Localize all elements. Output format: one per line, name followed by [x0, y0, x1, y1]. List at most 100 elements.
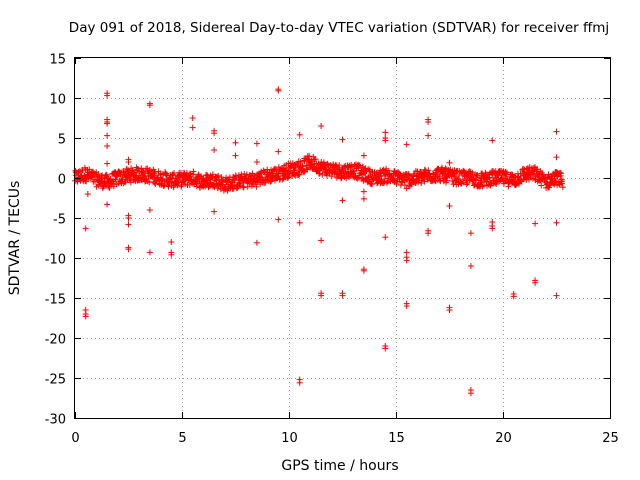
- data-point: [496, 178, 503, 185]
- data-point: [152, 180, 159, 187]
- y-tick-label: 10: [49, 93, 66, 108]
- outlier-point: [382, 137, 389, 144]
- x-tick-label: 5: [178, 431, 186, 446]
- outlier-point: [403, 257, 410, 264]
- data-point: [165, 179, 172, 186]
- outlier-point: [510, 293, 517, 300]
- outlier-point: [232, 139, 239, 146]
- outlier-point: [446, 307, 453, 313]
- outlier-point: [403, 141, 410, 148]
- data-point: [303, 166, 310, 173]
- outlier-point: [296, 379, 303, 386]
- data-point: [551, 177, 558, 184]
- outlier-point: [104, 201, 111, 208]
- data-point: [300, 169, 307, 176]
- outlier-point: [318, 237, 325, 244]
- data-point: [312, 156, 319, 163]
- outlier-point: [253, 140, 260, 147]
- plot-frame: [74, 57, 611, 419]
- x-tick-label: 10: [281, 431, 298, 446]
- outlier-point: [553, 128, 560, 135]
- outlier-point: [467, 390, 474, 397]
- outlier-point: [168, 251, 175, 258]
- data-point: [123, 165, 130, 172]
- outlier-point: [211, 147, 218, 153]
- data-point: [203, 177, 210, 184]
- data-point: [543, 174, 550, 181]
- y-tick-label: -20: [45, 333, 66, 348]
- outlier-point: [382, 345, 389, 352]
- outlier-point: [532, 279, 539, 286]
- data-point: [86, 166, 93, 173]
- data-point: [294, 160, 301, 167]
- data-point: [538, 182, 545, 189]
- data-point: [436, 177, 443, 184]
- data-point: [262, 177, 269, 184]
- outlier-point: [146, 207, 153, 213]
- y-tick-label: -30: [45, 413, 66, 428]
- data-point: [304, 166, 311, 173]
- outlier-point: [104, 143, 111, 149]
- data-point: [105, 183, 112, 190]
- x-tick-label: 15: [388, 431, 405, 446]
- data-point: [436, 173, 443, 180]
- data-point: [553, 178, 560, 185]
- data-point: [503, 169, 510, 176]
- outlier-point: [104, 120, 111, 127]
- outlier-point: [275, 148, 282, 155]
- outlier-point: [253, 159, 260, 165]
- outlier-point: [232, 152, 239, 159]
- data-point: [299, 163, 306, 170]
- outlier-point: [318, 123, 325, 129]
- data-point: [230, 185, 237, 192]
- outlier-point: [339, 292, 346, 299]
- data-point: [293, 162, 300, 169]
- outlier-point: [146, 102, 153, 109]
- data-point: [366, 168, 373, 175]
- outlier-point: [553, 154, 560, 161]
- data-point: [450, 173, 457, 180]
- outlier-point: [275, 87, 282, 94]
- outlier-point: [489, 137, 496, 144]
- outlier-point: [211, 130, 218, 137]
- outlier-point: [296, 219, 303, 226]
- outlier-point: [446, 159, 453, 166]
- outlier-point: [360, 195, 367, 202]
- outlier-point: [467, 263, 474, 269]
- y-axis-label: SDTVAR / TECUs: [7, 181, 23, 296]
- points-layer: [72, 86, 566, 397]
- outlier-point: [104, 92, 111, 99]
- data-point: [557, 169, 564, 176]
- y-tick-label: 0: [58, 173, 66, 188]
- outlier-point: [318, 292, 325, 299]
- outlier-point: [532, 220, 539, 227]
- outlier-point: [82, 225, 89, 232]
- data-point: [421, 178, 428, 185]
- data-point: [472, 176, 479, 183]
- y-tick-label: 15: [49, 53, 66, 68]
- outlier-point: [104, 132, 111, 139]
- data-point: [350, 168, 357, 175]
- x-tick-label: 20: [495, 431, 512, 446]
- data-point: [279, 176, 286, 183]
- outlier-point: [189, 115, 196, 121]
- data-point: [193, 183, 200, 190]
- outlier-point: [360, 267, 367, 274]
- outlier-point: [82, 167, 89, 173]
- data-point: [75, 168, 82, 175]
- data-point: [139, 168, 146, 175]
- data-point: [135, 165, 142, 172]
- data-point: [442, 174, 449, 181]
- data-point: [558, 170, 565, 177]
- data-point: [319, 171, 326, 178]
- outlier-point: [296, 131, 303, 138]
- data-point: [442, 165, 449, 172]
- data-point: [272, 165, 279, 172]
- outlier-point: [360, 152, 367, 159]
- outlier-point: [403, 303, 410, 309]
- data-point: [215, 172, 222, 179]
- chart-title: Day 091 of 2018, Sidereal Day-to-day VTE…: [69, 20, 609, 36]
- y-tick-label: -15: [45, 293, 66, 308]
- outlier-point: [553, 219, 560, 226]
